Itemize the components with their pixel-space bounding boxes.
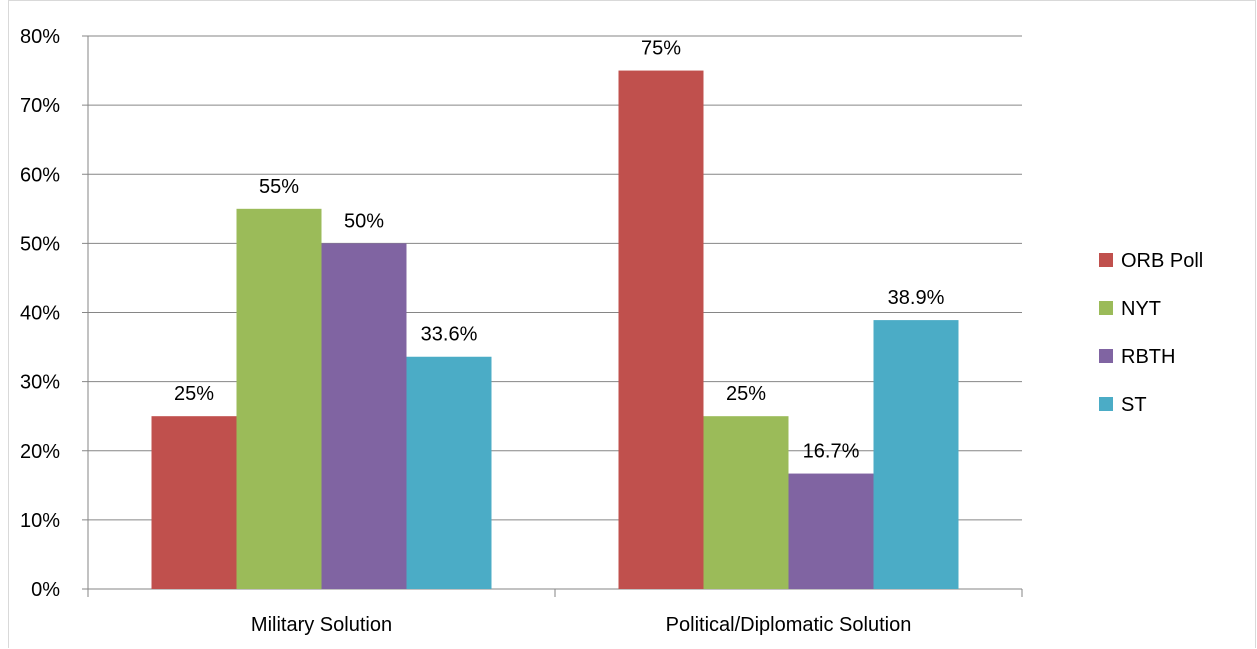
bar: [703, 416, 789, 589]
legend-swatch: [1099, 301, 1113, 315]
data-label: 55%: [259, 176, 299, 198]
legend-swatch: [1099, 397, 1113, 411]
legend-swatch: [1099, 253, 1113, 267]
y-tick-label: 10%: [20, 510, 60, 532]
bar: [236, 208, 322, 589]
y-tick-label: 30%: [20, 372, 60, 394]
legend-label: RBTH: [1121, 346, 1175, 368]
legend-label: NYT: [1121, 298, 1161, 320]
data-label: 25%: [726, 383, 766, 405]
y-tick-label: 60%: [20, 164, 60, 186]
data-label: 50%: [344, 210, 384, 232]
y-tick-label: 40%: [20, 303, 60, 325]
y-tick-label: 80%: [20, 26, 60, 48]
y-tick-label: 70%: [20, 95, 60, 117]
bar: [618, 70, 704, 589]
data-label: 38.9%: [888, 287, 945, 309]
data-label: 16.7%: [803, 441, 860, 463]
y-tick-label: 20%: [20, 441, 60, 463]
bar: [406, 356, 492, 589]
legend-label: ORB Poll: [1121, 250, 1203, 272]
bar: [873, 320, 959, 589]
data-label: 33.6%: [421, 324, 478, 346]
data-label: 75%: [641, 38, 681, 60]
x-tick-label: Political/Diplomatic Solution: [666, 614, 912, 636]
bar: [788, 473, 874, 589]
y-tick-label: 0%: [31, 579, 60, 601]
legend-label: ST: [1121, 394, 1147, 416]
legend-swatch: [1099, 349, 1113, 363]
bar: [321, 243, 407, 589]
bar: [151, 416, 237, 589]
y-tick-label: 50%: [20, 233, 60, 255]
x-tick-label: Military Solution: [251, 614, 392, 636]
data-label: 25%: [174, 383, 214, 405]
